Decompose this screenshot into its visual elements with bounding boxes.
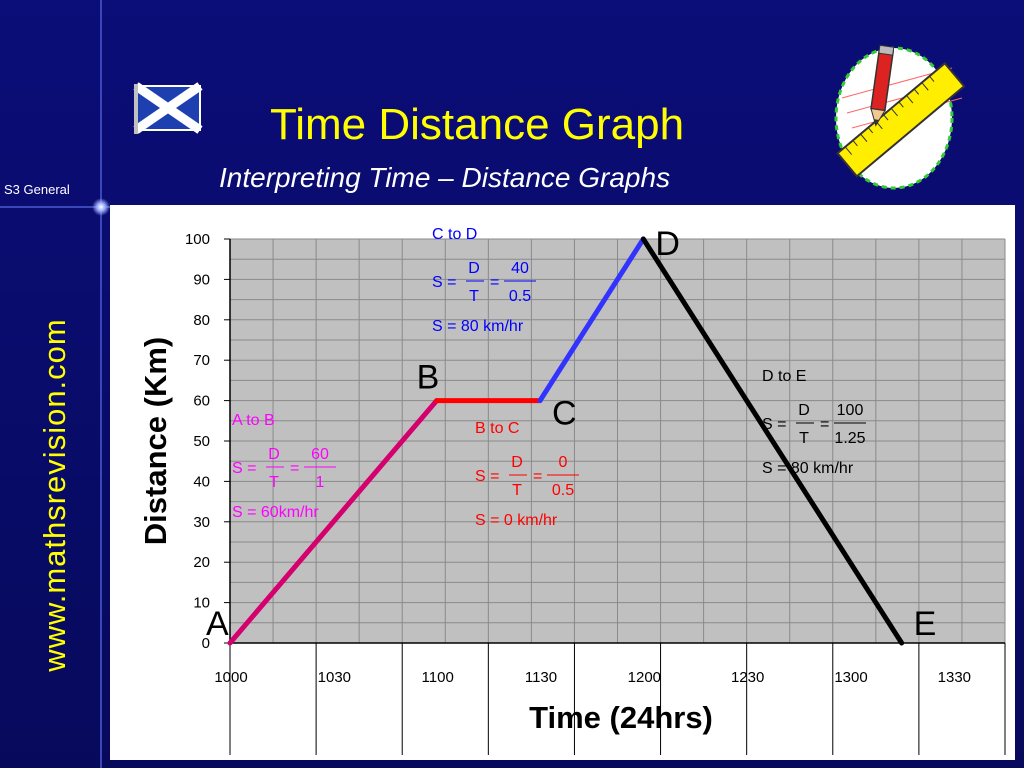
x-tick-label: 1200 (628, 669, 661, 686)
annotation-num1: D (798, 402, 810, 419)
y-tick-label: 60 (193, 393, 210, 410)
side-label: S3 General (4, 182, 70, 197)
y-tick-label: 70 (193, 352, 210, 369)
y-tick-labels: 0 10 20 30 40 50 60 70 80 90 100 (185, 231, 230, 652)
annotation-s: S = (432, 274, 456, 291)
y-tick-label: 90 (193, 271, 210, 288)
annotation-eq: = (820, 416, 829, 433)
annotation-s: S = (475, 468, 499, 485)
grid-lines (229, 238, 1006, 644)
series-line-A-B (227, 398, 440, 646)
axes (229, 239, 1006, 755)
annotation-num2: 40 (511, 260, 529, 277)
annotation-heading: C to D (432, 226, 477, 243)
x-tick-label: 1230 (731, 669, 764, 686)
horizontal-divider (0, 206, 112, 208)
y-tick-label: 10 (193, 595, 210, 612)
point-label-C: C (552, 395, 577, 433)
annotation-den1: T (799, 430, 809, 447)
page-title: Time Distance Graph (270, 100, 685, 149)
x-tick-labels: 1000 1030 1100 1130 1200 1230 1300 1330 (214, 669, 971, 686)
point-labels: A B C D E (206, 225, 936, 643)
annotation-num1: D (511, 454, 523, 471)
vertical-divider (100, 0, 102, 768)
annotation-heading: A to B (232, 412, 275, 429)
annotation-a-to-b: A to B S = DT = 60 1 S = 60km/hr (232, 412, 336, 521)
x-tick-label: 1100 (422, 669, 454, 686)
page-subtitle: Interpreting Time – Distance Graphs (219, 162, 671, 193)
annotation-result: S = 0 km/hr (475, 512, 558, 529)
annotation-b-to-c: B to C S = DT = 0 0.5 S = 0 km/hr (475, 420, 579, 529)
annotation-c-to-d: C to D S = DT = 40 0.5 S = 80 km/hr (432, 226, 536, 335)
y-tick-label: 20 (193, 554, 210, 571)
saltire-flag-icon (133, 82, 203, 134)
series-line-D-E (640, 236, 905, 646)
annotation-num2: 60 (311, 446, 329, 463)
annotation-den2: 0.5 (509, 288, 531, 305)
annotation-result: S = 80 km/hr (762, 460, 854, 477)
point-label-B: B (417, 359, 440, 397)
y-tick-label: 30 (193, 514, 210, 531)
y-tick-label: 80 (193, 312, 210, 329)
x-tick-label: 1000 (214, 669, 247, 686)
y-axis-label: Distance (Km) (138, 337, 173, 545)
website-label: www.mathsrevision.com (37, 318, 72, 672)
y-tick-label: 40 (193, 473, 210, 490)
annotation-den1: T (269, 474, 279, 491)
annotation-den1: T (512, 482, 522, 499)
y-tick-label: 50 (193, 433, 210, 450)
annotation-heading: D to E (762, 368, 806, 385)
divider-star (92, 198, 110, 216)
series-lines (227, 236, 905, 646)
x-tick-label: 1330 (938, 669, 971, 686)
annotation-den2: 1 (316, 474, 325, 491)
x-tick-label: 1130 (525, 669, 557, 686)
point-label-E: E (914, 605, 937, 643)
x-tick-label: 1300 (834, 669, 867, 686)
point-label-D: D (655, 225, 680, 263)
x-axis-label: Time (24hrs) (529, 700, 713, 735)
annotation-den2: 0.5 (552, 482, 574, 499)
annotation-s: S = (762, 416, 786, 433)
annotation-den2: 1.25 (834, 430, 865, 447)
pencil-ruler-icon (834, 44, 966, 190)
y-tick-label: 100 (185, 231, 210, 248)
annotation-s: S = (232, 460, 256, 477)
y-tick-label: 0 (202, 635, 210, 652)
series-line-C-D (537, 236, 646, 404)
point-label-A: A (206, 605, 229, 643)
chart-panel: 0 10 20 30 40 50 60 70 80 90 100 1000 1030 1100 1130 1… (110, 205, 1015, 760)
annotation-num1: D (468, 260, 480, 277)
annotation-den1: T (469, 288, 479, 305)
annotation-eq: = (533, 468, 542, 485)
annotation-eq: = (290, 460, 299, 477)
annotation-eq: = (490, 274, 499, 291)
annotation-num2: 0 (559, 454, 568, 471)
annotation-d-to-e: D to E S = DT = 100 1.25 S = 80 km/hr (762, 368, 866, 477)
x-tick-label: 1030 (318, 669, 351, 686)
annotation-result: S = 80 km/hr (432, 318, 524, 335)
annotation-num2: 100 (837, 402, 864, 419)
annotation-heading: B to C (475, 420, 519, 437)
annotation-num1: D (268, 446, 280, 463)
annotation-result: S = 60km/hr (232, 504, 319, 521)
